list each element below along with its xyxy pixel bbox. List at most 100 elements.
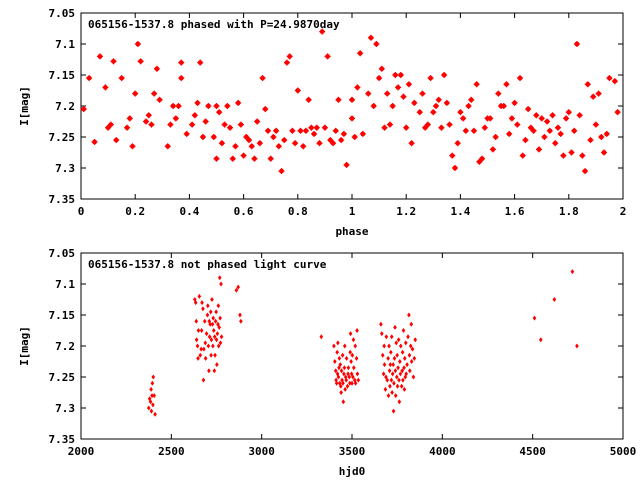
phased-data-point [213,155,220,162]
phased-data-point [386,121,393,128]
phased-plot-ticks: 0 0.2 0.4 0.6 0.8 1 1.2 1.4 1.6 1.8 2 7.05 7.1 7.15 7.… [49,7,627,218]
phased-data-point [373,41,380,47]
phased-data-point [579,152,586,159]
phased-data-point [506,130,513,137]
unphased-data-point [211,343,215,349]
phased-data-point [338,137,345,144]
unphased-data-point [203,340,208,346]
unphased-data-point [356,377,361,383]
unphased-data-point [204,331,209,337]
unphased-data-point [332,343,336,349]
phased-data-point [397,72,404,78]
unphased-data-point [208,309,213,315]
unphased-data-point [403,374,408,380]
unphased-data-point [333,359,337,364]
unphased-data-point [207,318,212,324]
unphased-data-point [342,365,347,371]
unphased-data-point [407,352,412,358]
phased-data-point [170,103,177,109]
unphased-data-point [239,318,243,324]
unphased-data-point [346,371,350,377]
phased-data-point [283,59,290,66]
unphased-data-point [387,343,391,349]
unphased-data-point [196,328,201,333]
unphased-data-point [218,315,222,321]
unphased-plot-xlabel: hjd0 [339,465,366,478]
phased-data-point [476,158,483,165]
phased-data-point [519,152,526,159]
unphased-data-point [396,365,400,371]
phased-xtick-label: 1 [349,205,356,218]
phased-data-point [487,115,494,122]
unphased-data-point [402,386,407,392]
phased-data-point [308,124,315,131]
unphased-data-point [397,399,402,405]
unphased-xtick-label: 3000 [248,445,275,458]
unphased-data-point [207,368,211,374]
unphased-data-point [346,365,351,371]
phased-xtick-label: 0.8 [288,205,308,218]
phased-data-point [254,118,261,125]
phased-ytick-label: 7.15 [49,69,76,82]
unphased-data-point [214,309,218,315]
phased-data-point [286,53,293,60]
phased-data-point [351,134,358,140]
phased-data-point [454,140,461,147]
phased-data-point [153,65,160,72]
phased-data-point [213,103,220,109]
phased-data-point [557,130,564,137]
unphased-data-point [196,355,200,361]
unphased-data-point [217,324,222,330]
phased-data-point [554,124,561,131]
unphased-data-point [348,380,352,386]
unphased-data-point [202,346,206,352]
phased-data-point [227,124,234,131]
unphased-data-point [382,362,387,368]
phased-plot: 065156-1537.8 phased with P=24.9870day p… [18,7,626,238]
phased-data-point [178,59,185,66]
unphased-data-point [208,321,212,327]
phased-data-point [86,75,93,82]
unphased-data-point [213,352,217,358]
phased-xtick-label: 0.6 [234,205,254,218]
unphased-data-point [197,293,202,299]
phased-data-point [232,143,239,150]
phased-data-point [470,127,477,134]
phased-data-point [435,96,442,103]
phased-data-point [403,124,410,131]
phased-data-point [124,124,131,131]
unphased-data-point [395,383,400,389]
unphased-data-point [211,328,216,333]
unphased-data-point [412,355,417,361]
unphased-data-point [392,380,396,386]
unphased-data-point [391,408,396,414]
phased-data-point [378,65,385,72]
unphased-data-point [386,355,390,361]
phased-data-point [113,137,120,144]
unphased-data-point [215,362,219,368]
phased-ytick-label: 7.3 [55,162,75,175]
unphased-data-point [195,343,200,349]
phased-data-point [191,112,198,119]
phased-data-point [500,103,507,109]
phased-data-point [264,127,271,134]
unphased-data-point [344,355,349,361]
unphased-data-point [205,312,210,318]
unphased-data-point [389,377,394,383]
phased-data-point [224,103,231,109]
phased-data-point [443,99,450,106]
phased-data-point [289,127,296,134]
unphased-data-point [350,352,355,358]
phased-xtick-label: 1.8 [559,205,579,218]
phased-data-point [530,127,537,134]
unphased-data-point [532,315,537,321]
phased-xtick-label: 1.2 [396,205,416,218]
phased-data-point [525,106,532,113]
unphased-data-point [339,390,343,395]
phased-data-point [424,121,431,128]
unphased-data-point [335,371,340,377]
unphased-ytick-label: 7.25 [49,371,76,384]
phased-xtick-label: 0 [78,205,85,218]
unphased-data-point [340,377,344,383]
